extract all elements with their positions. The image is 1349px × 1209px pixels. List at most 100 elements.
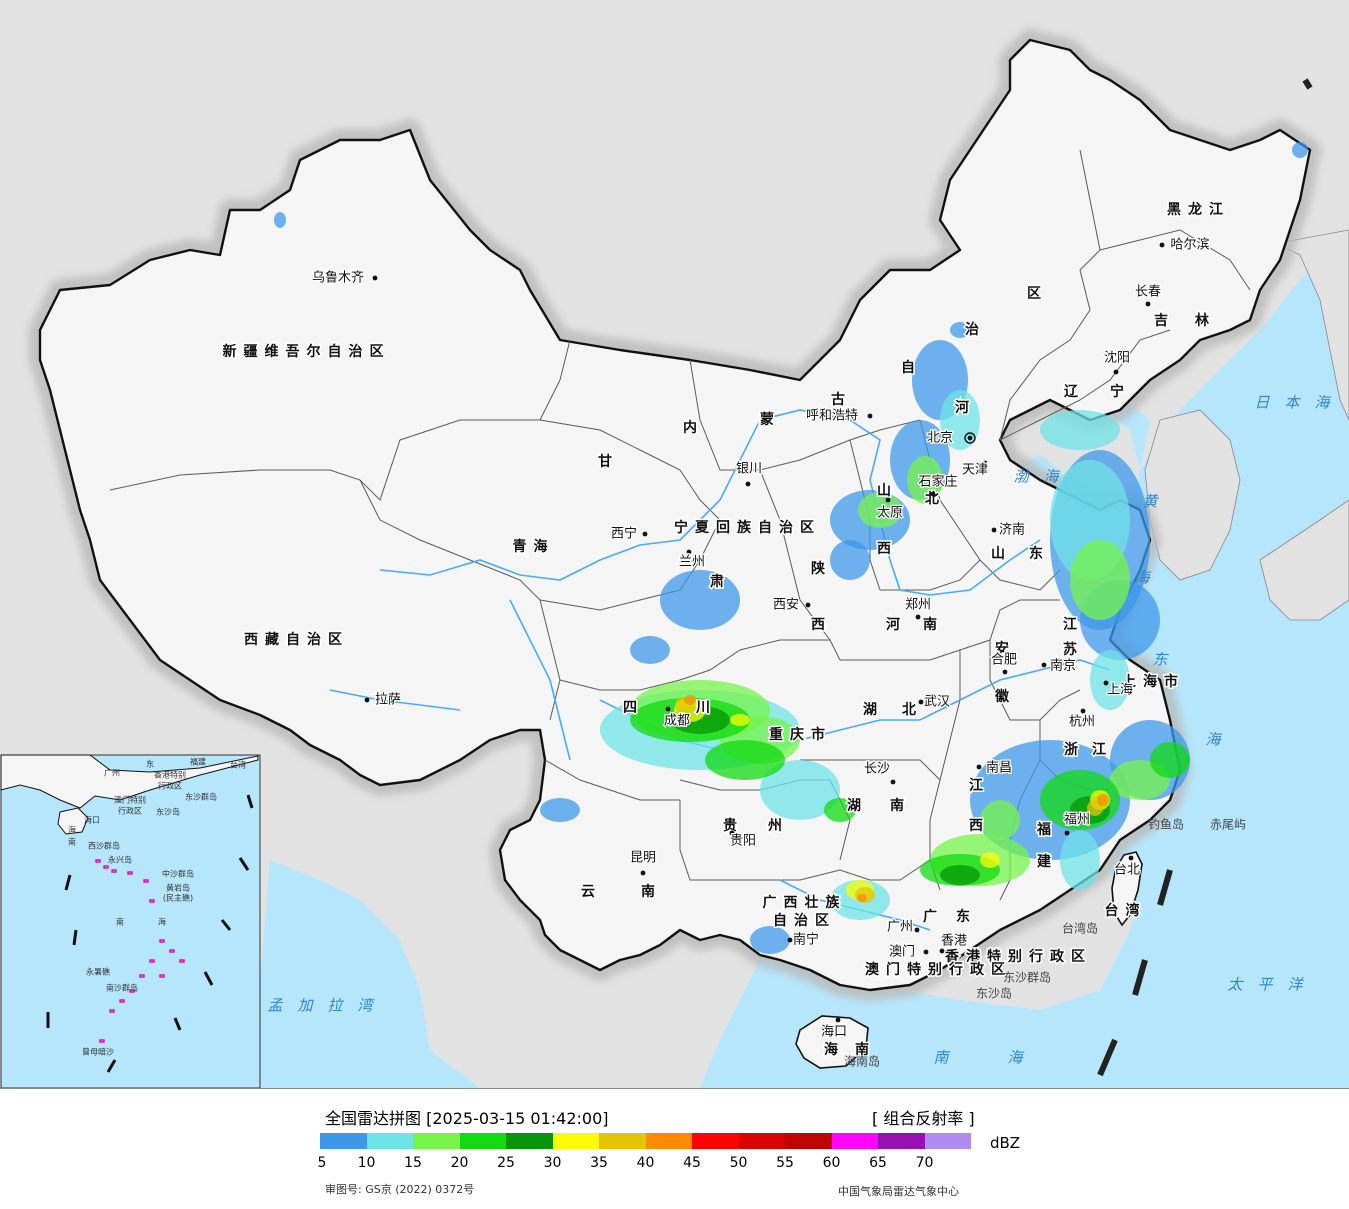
city-dot	[1041, 662, 1047, 668]
sea-label: 海	[1134, 569, 1151, 587]
province-label: 福	[1036, 821, 1051, 838]
sea-label: 太 平 洋	[1227, 976, 1304, 994]
radar-echo	[1040, 410, 1120, 450]
city-dot	[867, 413, 873, 419]
province-label: 北	[902, 702, 916, 718]
reef-mark	[127, 871, 133, 875]
inset-dash	[64, 874, 72, 891]
province-label: 蒙	[760, 411, 774, 428]
city-label: 太原	[877, 506, 903, 521]
inset-label: 南沙群岛	[106, 983, 138, 993]
province-border	[759, 469, 841, 661]
radar-echo	[858, 492, 902, 528]
city-label: 台北	[1114, 863, 1140, 878]
province-label: 西	[811, 617, 825, 633]
color-swatch	[785, 1133, 832, 1149]
city-dot	[729, 830, 735, 836]
color-swatch	[506, 1133, 553, 1149]
province-label: 重 庆 市	[769, 726, 825, 743]
boundary-dash	[1097, 1038, 1118, 1077]
city-label: 长春	[1135, 285, 1161, 300]
map-canvas: 新 疆 维 吾 尔 自 治 区西 藏 自 治 区 青 海 甘肃 内 蒙 古 自 治 区 黑 龙 江…	[0, 29, 1349, 1088]
reef-mark	[95, 859, 101, 863]
city-label: 石家庄	[918, 474, 957, 490]
province-border	[999, 329, 1171, 441]
city-dot	[1113, 369, 1119, 375]
inset-dash	[106, 1059, 117, 1073]
city-label: 昆明	[630, 851, 656, 866]
province-label: 东	[956, 908, 970, 925]
radar-echo	[1070, 540, 1130, 620]
province-label: 区	[1027, 286, 1041, 302]
radar-echo	[730, 714, 750, 726]
city-label: 郑州	[905, 598, 931, 613]
color-swatch	[831, 1133, 878, 1149]
province-label: 云	[581, 884, 595, 900]
color-swatch	[645, 1133, 692, 1149]
province-label: 山	[877, 483, 891, 499]
province-label: 上 海 市	[1122, 673, 1178, 690]
radar-echo	[980, 800, 1020, 840]
province-label: 香 港 特 别 行 政 区	[944, 948, 1085, 965]
scale-tick: 65	[869, 1155, 887, 1171]
sea-label: 日 本 海	[1254, 394, 1331, 412]
sea-label: 海	[1007, 1049, 1024, 1067]
city-dot	[805, 602, 811, 608]
city-label: 成都	[664, 714, 690, 729]
province-label: 广 西 壮 族	[763, 894, 841, 911]
inset-dash	[173, 1017, 182, 1031]
color-swatch	[366, 1133, 413, 1149]
city-dot	[930, 491, 936, 497]
province-label: 四	[623, 700, 637, 716]
ocean-area	[260, 860, 480, 1088]
city-dot	[1103, 680, 1109, 686]
province-label: 州	[767, 818, 782, 834]
province-label: 江	[1092, 741, 1106, 758]
inset-label: 福建	[190, 757, 206, 767]
city-label: 北京	[927, 431, 953, 446]
province-label: 南	[890, 797, 904, 814]
capital-icon	[964, 432, 976, 444]
reef-mark	[179, 959, 185, 963]
city-label: 沈阳	[1104, 351, 1130, 366]
city-label: 西安	[773, 598, 799, 613]
province-label: 北	[925, 491, 939, 507]
city-label: 南京	[1050, 658, 1076, 674]
city-dot	[1145, 301, 1151, 307]
inset-label: 海	[158, 917, 166, 927]
inset-label: 曾母暗沙	[82, 1047, 114, 1057]
province-label: 山	[991, 546, 1005, 562]
province-border	[539, 419, 721, 521]
boundary-dash	[1132, 959, 1148, 996]
product-name: [ 组合反射率 ]	[872, 1109, 975, 1128]
inset-label: 海	[68, 825, 76, 835]
scale-tick: 35	[590, 1155, 608, 1171]
city-dot	[787, 937, 793, 943]
province-label: 新 疆 维 吾 尔 自 治 区	[223, 343, 384, 360]
radar-echo	[705, 740, 785, 780]
province-label: 陕	[811, 560, 825, 577]
color-swatch	[320, 1133, 367, 1149]
boundary-dash	[1157, 869, 1173, 906]
city-label: 武汉	[924, 695, 950, 710]
radar-echoes	[274, 142, 1308, 954]
reef-mark	[129, 989, 135, 993]
province-label: 建	[1037, 853, 1051, 870]
color-swatch	[552, 1133, 599, 1149]
province-label: 辽	[1064, 384, 1079, 400]
province-label: 河	[886, 616, 900, 633]
reef-mark	[159, 974, 165, 978]
radar-echo	[857, 894, 867, 902]
city-dot	[1064, 830, 1070, 836]
province-label: 治	[965, 321, 979, 338]
sea-label: 南	[933, 1049, 950, 1067]
province-label: 贵	[723, 817, 737, 834]
color-swatch	[413, 1133, 460, 1149]
city-label: 呼和浩特	[806, 409, 858, 424]
inset-label: 西沙群岛	[88, 841, 120, 851]
city-dot	[976, 764, 982, 770]
province-label: 浙	[1064, 741, 1078, 758]
radar-echo	[660, 570, 740, 630]
radar-echo	[540, 798, 580, 822]
province-border	[359, 479, 561, 721]
